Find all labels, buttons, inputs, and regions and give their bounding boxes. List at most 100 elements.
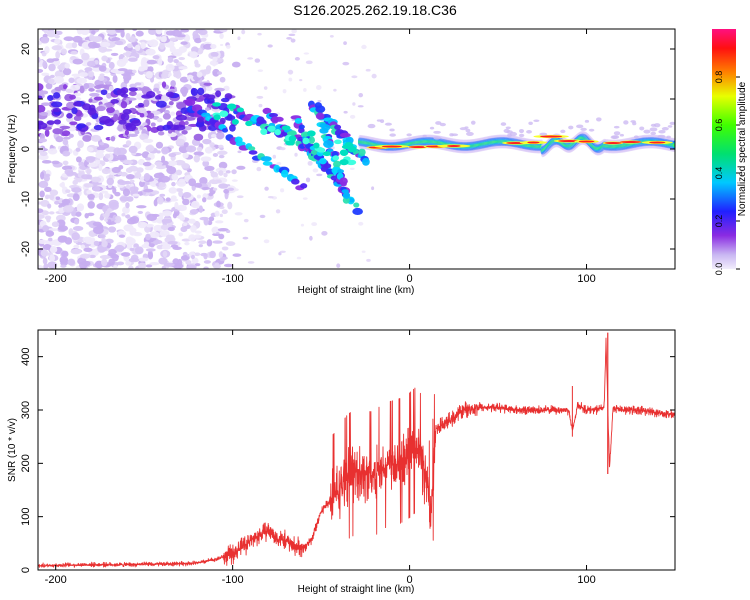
noise-speckle [82,134,92,142]
noise-speckle [120,100,128,109]
noise-speckle [104,81,112,85]
noise-speckle [126,196,134,202]
noise-speckle [178,56,186,61]
noise-speckle [99,254,111,260]
noise-speckle [129,83,137,89]
noise-speckle [62,136,71,140]
noise-speckle [86,190,92,195]
noise-speckle [242,236,249,240]
dispersive-streak-blob [274,116,284,122]
noise-speckle [232,253,242,257]
dispersive-streak-blob [342,192,351,199]
snr-plot-area [38,330,675,570]
noise-speckle [159,193,166,197]
noise-speckle [135,30,144,37]
noise-speckle [272,154,277,159]
noise-speckle [184,121,189,126]
noise-speckle [214,262,220,268]
snr-ytick-label: 0 [20,567,32,573]
ridge-sidelobe [650,131,657,136]
noise-speckle [125,260,132,266]
noise-speckle [86,168,92,175]
noise-speckle [163,262,175,267]
noise-speckle [64,63,70,69]
noise-speckle [108,61,115,70]
noise-speckle [59,125,71,130]
noise-speckle [214,210,220,217]
noise-speckle [92,221,102,227]
noise-speckle [92,35,103,43]
dispersive-streak-blob [291,178,300,185]
noise-speckle [125,32,131,41]
noise-speckle [72,179,78,186]
noise-speckle [71,232,80,241]
noise-speckle [147,252,154,260]
noise-speckle [170,111,176,116]
noise-speckle [134,130,140,135]
noise-speckle [371,73,377,79]
noise-speckle [60,181,65,189]
noise-speckle [88,254,96,259]
ridge-sidelobe [466,131,474,136]
noise-speckle [81,52,90,61]
noise-speckle [52,128,63,135]
noise-speckle [76,203,85,212]
noise-speckle [231,179,238,182]
band-blob [229,124,236,132]
band-blob [215,90,222,98]
noise-speckle [167,56,174,63]
ridge-sidelobe [560,129,566,134]
noise-speckle [156,196,164,205]
band-blob [82,103,92,111]
spectrogram-ytick-label: -20 [20,241,32,257]
dispersive-streak-blob [262,107,272,115]
noise-speckle [134,171,142,179]
noise-speckle [132,232,143,237]
ridge-sidelobe [429,126,435,130]
noise-speckle [122,159,134,165]
noise-speckle [218,154,225,159]
noise-speckle [40,90,49,95]
noise-speckle [65,44,72,49]
noise-speckle [112,74,118,83]
dispersive-streak-blob [362,157,370,166]
noise-speckle [98,234,106,239]
noise-speckle [178,66,188,70]
noise-speckle [147,112,155,119]
noise-speckle [288,33,296,37]
noise-speckle [316,173,323,177]
noise-speckle [77,140,84,149]
noise-speckle [76,77,88,84]
noise-speckle [171,181,176,187]
noise-speckle [107,208,112,212]
noise-speckle [263,86,268,90]
noise-speckle [64,237,73,245]
noise-speckle [189,51,198,59]
ridge-sidelobe [380,119,385,124]
noise-speckle [72,226,84,231]
noise-speckle [48,237,53,242]
noise-speckle [146,40,154,45]
noise-speckle [136,93,144,101]
noise-speckle [95,89,103,93]
noise-speckle [254,58,261,63]
noise-speckle [148,29,157,36]
noise-speckle [169,37,177,42]
band-blob [47,95,54,102]
streak-core [339,149,349,156]
ridge-sidelobe [406,133,412,137]
noise-speckle [41,210,50,216]
noise-speckle [212,56,218,62]
ridge-sidelobe [518,133,525,138]
noise-speckle [178,46,187,53]
noise-speckle [109,202,119,210]
noise-speckle [336,263,341,268]
noise-speckle [227,187,235,191]
ridge-sidelobe [669,121,675,126]
noise-speckle [143,188,154,193]
noise-speckle [132,29,138,32]
noise-speckle [203,82,213,86]
ridge-sidelobe [435,121,442,125]
dispersive-streak-blob [184,98,196,107]
noise-speckle [193,133,204,141]
